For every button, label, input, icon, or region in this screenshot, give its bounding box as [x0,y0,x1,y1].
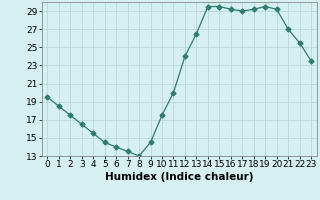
X-axis label: Humidex (Indice chaleur): Humidex (Indice chaleur) [105,172,253,182]
